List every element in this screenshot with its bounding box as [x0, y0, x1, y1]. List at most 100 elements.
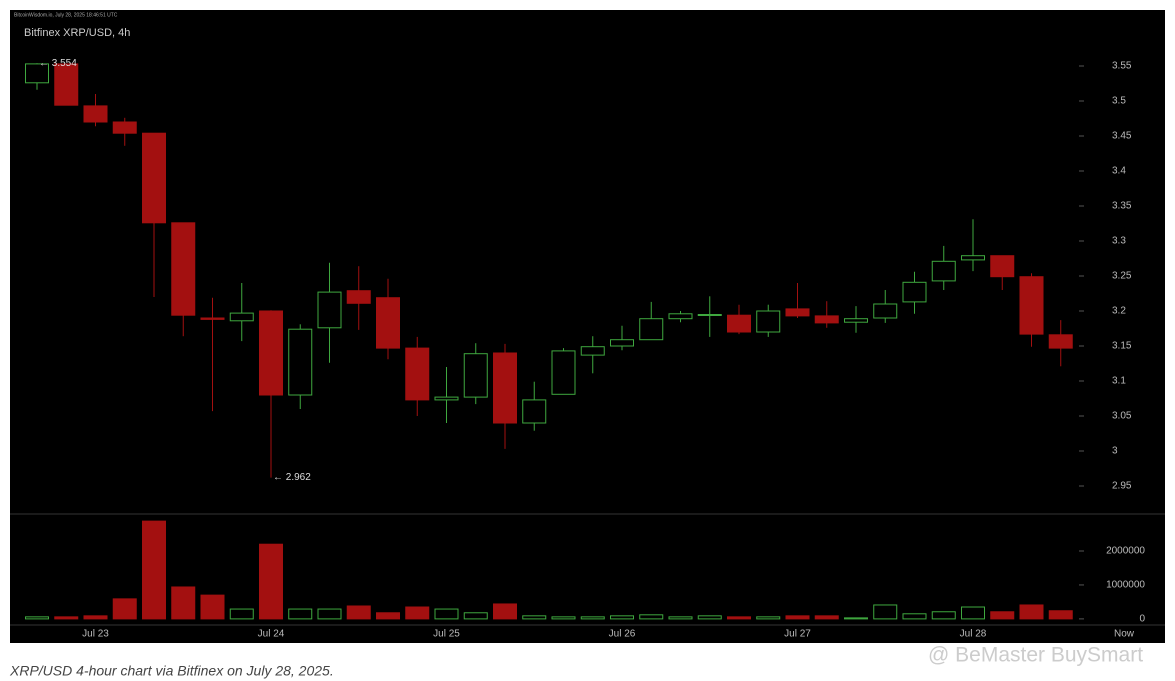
candle-body — [376, 297, 400, 349]
y-tick-label: 3.3 — [1112, 236, 1126, 247]
volume-bar — [1019, 604, 1044, 620]
volume-bar — [463, 612, 488, 620]
candle-body — [54, 63, 79, 106]
y-tick-label: 3.55 — [1112, 61, 1132, 72]
price-annotation: ← 3.554 — [39, 58, 77, 69]
y-tick-label: 3.15 — [1112, 341, 1132, 352]
y-tick-label: 3.1 — [1112, 376, 1126, 387]
candle-body — [493, 352, 517, 424]
x-tick-label: Jul 25 — [433, 629, 460, 640]
candle-body — [931, 260, 956, 282]
volume-bar — [668, 616, 693, 620]
volume-tick-label: 1000000 — [1106, 580, 1145, 591]
volume-tick-label: 2000000 — [1106, 546, 1145, 557]
volume-bar — [317, 608, 342, 620]
candle-body — [434, 396, 459, 401]
volume-bar — [346, 605, 371, 620]
candle-body — [551, 350, 576, 395]
candle-body — [785, 308, 810, 317]
x-tick-label: Jul 27 — [784, 629, 811, 640]
volume-bar — [142, 520, 166, 620]
y-tick-label: 3.25 — [1112, 271, 1132, 282]
volume-bar — [434, 608, 459, 620]
candle-body — [756, 310, 781, 333]
candle-body — [727, 314, 751, 333]
watermark: @ BeMaster BuySmart — [928, 644, 1143, 667]
caption: XRP/USD 4-hour chart via Bitfinex on Jul… — [9, 663, 334, 679]
y-tick-label: 3.4 — [1112, 166, 1126, 177]
candle-body — [112, 121, 137, 134]
candle-body — [142, 132, 166, 224]
volume-bar — [814, 615, 839, 620]
candle-body — [1019, 276, 1044, 335]
y-tick-label: 3.05 — [1112, 411, 1132, 422]
volume-bar — [727, 616, 751, 620]
candle-body — [83, 105, 108, 123]
y-tick-label: 3.35 — [1112, 201, 1132, 212]
volume-bar — [259, 543, 283, 620]
volume-bar — [756, 616, 781, 620]
candle-body — [25, 63, 49, 84]
candle-body — [697, 314, 722, 316]
candle-body — [200, 317, 225, 320]
candle-body — [171, 222, 196, 316]
volume-bar — [112, 598, 137, 620]
volume-bar — [931, 611, 956, 620]
candle-body — [844, 318, 868, 323]
volume-bar — [25, 616, 49, 620]
candle-body — [990, 255, 1015, 278]
volume-bar — [610, 615, 634, 620]
candle-body — [1048, 334, 1073, 349]
volume-bar — [229, 608, 254, 620]
volume-bar — [493, 603, 517, 620]
y-tick-label: 3.5 — [1112, 96, 1126, 107]
volume-bar — [961, 606, 985, 620]
volume-bar — [171, 586, 196, 620]
chart-background — [10, 10, 1165, 643]
volume-bar — [200, 594, 225, 620]
candle-body — [522, 399, 547, 424]
candle-body — [961, 255, 985, 261]
volume-bar — [697, 615, 722, 620]
candle-body — [405, 347, 430, 401]
candle-body — [259, 310, 283, 396]
candle-body — [346, 290, 371, 304]
price-annotation: ← 2.962 — [273, 472, 311, 483]
now-label: Now — [1114, 629, 1135, 640]
volume-bar — [1048, 610, 1073, 620]
volume-bar — [405, 606, 430, 620]
candle-body — [902, 281, 927, 303]
candle-body — [668, 313, 693, 320]
candle-body — [317, 291, 342, 329]
candle-body — [639, 318, 664, 341]
volume-bar — [54, 616, 79, 620]
x-tick-label: Jul 23 — [82, 629, 109, 640]
x-tick-label: Jul 24 — [258, 629, 285, 640]
volume-bar — [902, 613, 927, 620]
candle-body — [463, 353, 488, 398]
volume-bar — [83, 615, 108, 620]
volume-bar — [639, 614, 664, 620]
volume-bar — [990, 611, 1015, 620]
y-tick-label: 3 — [1112, 446, 1118, 457]
y-tick-label: 3.2 — [1112, 306, 1126, 317]
volume-bar — [376, 612, 400, 620]
volume-bar — [522, 615, 547, 620]
chart-title: Bitfinex XRP/USD, 4h — [24, 27, 130, 39]
candle-body — [580, 346, 605, 356]
volume-bar — [844, 617, 868, 620]
volume-bar — [288, 608, 313, 620]
candle-body — [873, 303, 898, 319]
y-tick-label: 2.95 — [1112, 481, 1132, 492]
volume-bar — [873, 604, 898, 620]
volume-bar — [580, 616, 605, 620]
source-text: BitcoinWisdom.io, July 28, 2025 18:46:51… — [14, 12, 118, 18]
volume-tick-label: 0 — [1139, 614, 1145, 625]
x-tick-label: Jul 26 — [609, 629, 636, 640]
x-tick-label: Jul 28 — [960, 629, 987, 640]
candle-body — [610, 339, 634, 347]
candle-body — [229, 312, 254, 322]
volume-bar — [785, 615, 810, 620]
